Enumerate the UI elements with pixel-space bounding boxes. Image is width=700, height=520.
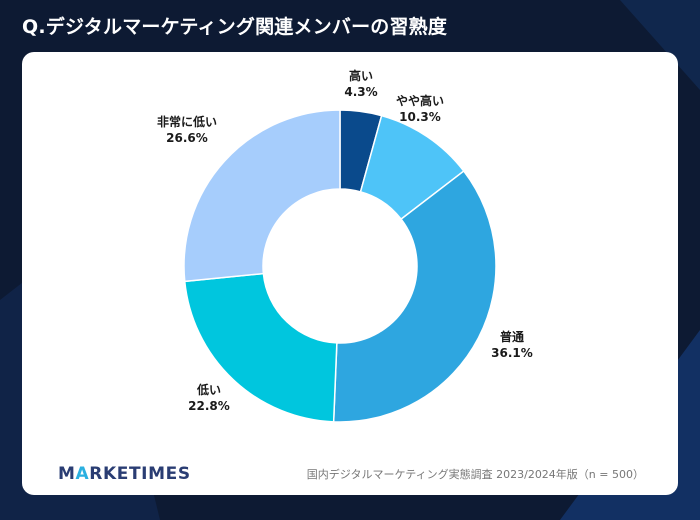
donut-slice-5 <box>183 109 341 283</box>
donut-chart: 高い 4.3% やや高い 10.3% 普通 36.1% 低い 22.8% 非常に低い 26.6% <box>157 68 533 423</box>
brand-logo: MARKETIMES <box>58 464 191 484</box>
slice-value-label: 22.8% <box>188 399 230 413</box>
slice-category-label: 普通 <box>500 329 524 344</box>
slice-value-label: 4.3% <box>344 85 377 99</box>
donut-slice-3 <box>332 169 497 423</box>
source-note: 国内デジタルマーケティング実態調査 2023/2024年版（n = 500） <box>306 468 644 481</box>
slice-value-label: 26.6% <box>166 131 208 145</box>
slice-value-label: 10.3% <box>399 110 441 124</box>
slice-category-label: 低い <box>196 382 221 397</box>
slice-value-label: 36.1% <box>491 346 533 360</box>
slice-category-label: 非常に低い <box>157 114 217 129</box>
slice-category-label: やや高い <box>396 93 444 108</box>
donut-slice-4 <box>183 272 338 423</box>
chart-card: 高い 4.3% やや高い 10.3% 普通 36.1% 低い 22.8% 非常に低い 26.6% … <box>22 52 678 495</box>
slice-category-label: 高い <box>349 68 373 83</box>
chart-title: Q.デジタルマーケティング関連メンバーの習熟度 <box>22 16 448 38</box>
